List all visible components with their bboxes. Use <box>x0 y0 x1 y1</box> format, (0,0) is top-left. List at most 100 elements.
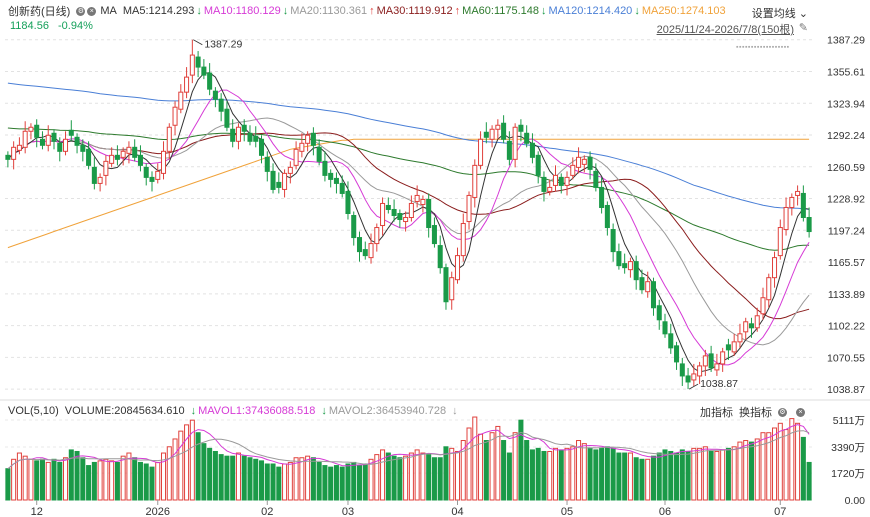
volume-bar <box>489 432 495 501</box>
volume-bar <box>397 457 403 501</box>
volume-bar <box>604 446 610 501</box>
add-indicator-button[interactable]: 加指标 <box>700 407 733 419</box>
drag-handle-icon[interactable]: ▪▪▪▪▪▪▪▪▪▪▪▪▪▪▪▪▪▪ <box>736 44 790 51</box>
gear-icon[interactable]: ⚙ <box>778 407 787 417</box>
candle-body <box>576 156 582 168</box>
gear-icon[interactable]: ⚙ <box>76 6 86 16</box>
candle-body <box>547 186 553 192</box>
volume-bar <box>587 447 593 501</box>
volume-bar <box>57 461 63 501</box>
price-tick-label: 1197.24 <box>828 225 865 237</box>
volume-bar <box>512 432 518 501</box>
mavol2-arrow: ↓ <box>321 405 327 417</box>
volume-bar <box>576 440 582 501</box>
volume-bar <box>789 418 795 501</box>
candle-body <box>679 363 685 377</box>
volume-bar <box>45 461 51 501</box>
vol-label: VOL(5,10) <box>8 405 59 417</box>
ma30-arrow: ↑ <box>454 5 461 17</box>
candle-body <box>368 243 374 259</box>
candle-body <box>748 323 754 329</box>
candle-body <box>28 126 34 132</box>
ma-settings-button[interactable]: 设置均线 ⌄ <box>752 5 808 21</box>
candle-body <box>132 146 138 158</box>
pin-icon[interactable]: ✎ <box>798 22 808 34</box>
volume-bar <box>126 452 132 501</box>
candle-body <box>754 315 760 329</box>
volume-bar <box>691 447 697 501</box>
volume-tick-label: 5111万 <box>833 415 865 427</box>
volume-bar <box>22 455 28 501</box>
volume-bar <box>645 458 651 501</box>
candle-body <box>270 170 276 190</box>
volume-bar <box>772 427 778 501</box>
volume-bar <box>166 446 172 501</box>
ma20-value: MA20:1130.361 <box>290 5 368 17</box>
price-tick-label: 1038.87 <box>827 384 865 396</box>
candle-body <box>408 202 414 219</box>
volume-bar <box>258 460 265 501</box>
candle-body <box>524 132 530 144</box>
candle-body <box>535 154 541 176</box>
date-range[interactable]: 2025/11/24-2026/7/8(150根) <box>656 24 794 36</box>
candle-body <box>247 132 253 142</box>
volume-bar <box>368 458 374 501</box>
volume-bar <box>91 461 97 501</box>
volume-bar <box>535 447 541 501</box>
volume-bar <box>552 447 559 501</box>
candle-body <box>230 128 236 142</box>
candle-body <box>633 261 639 281</box>
candle-body <box>587 156 593 170</box>
candle-body <box>264 156 270 172</box>
volume-bar <box>184 424 190 501</box>
candle-body <box>478 138 484 166</box>
switch-indicator-button[interactable]: 换指标 <box>739 407 772 419</box>
volume-bar <box>748 441 754 501</box>
volume-bar <box>218 454 224 501</box>
volume-bar <box>431 457 437 501</box>
volume-bar <box>207 447 213 501</box>
candle-body <box>258 138 265 156</box>
volume-bar <box>282 463 288 501</box>
candle-body <box>697 365 703 377</box>
chevron-down-icon: ⌄ <box>798 8 808 20</box>
volume-bar <box>685 450 691 501</box>
volume-bar <box>558 449 564 501</box>
candle-body <box>5 154 11 160</box>
volume-bar <box>132 457 138 501</box>
price-tick-label: 1228.92 <box>827 194 865 206</box>
volume-bar <box>766 432 772 501</box>
ma30-value: MA30:1119.912 <box>376 5 453 17</box>
candle-body <box>86 148 92 166</box>
volume-bar <box>68 449 74 501</box>
candle-body <box>189 54 195 76</box>
chart-header: 创新药(日线) ⚙ × MA MA5:1214.293 ↓ MA10:1180.… <box>8 4 732 18</box>
candle-body <box>374 227 380 245</box>
candle-body <box>68 129 74 136</box>
candle-body <box>627 261 633 271</box>
close-icon[interactable]: × <box>87 6 97 16</box>
candle-body <box>339 182 345 194</box>
candle-body <box>345 190 351 214</box>
annotation-label: 1038.87 <box>700 378 738 390</box>
volume-bar <box>472 416 478 501</box>
volume-bar <box>783 429 789 501</box>
volume-bar <box>541 450 547 501</box>
candle-body <box>166 126 172 152</box>
candle-body <box>120 150 126 158</box>
close-icon[interactable]: × <box>796 407 805 417</box>
volume-bar <box>143 463 149 501</box>
candle-body <box>685 375 691 383</box>
candle-body <box>16 144 22 151</box>
volume-bar <box>403 455 409 501</box>
volume-bar <box>408 452 414 501</box>
candle-body <box>454 255 461 281</box>
candle-body <box>460 223 466 257</box>
candle-body <box>431 225 437 245</box>
volume-bar <box>5 468 11 501</box>
volume-bar <box>495 425 501 501</box>
ma20-arrow: ↑ <box>369 5 375 17</box>
candle-body <box>558 176 564 186</box>
volume-bar <box>679 449 685 501</box>
